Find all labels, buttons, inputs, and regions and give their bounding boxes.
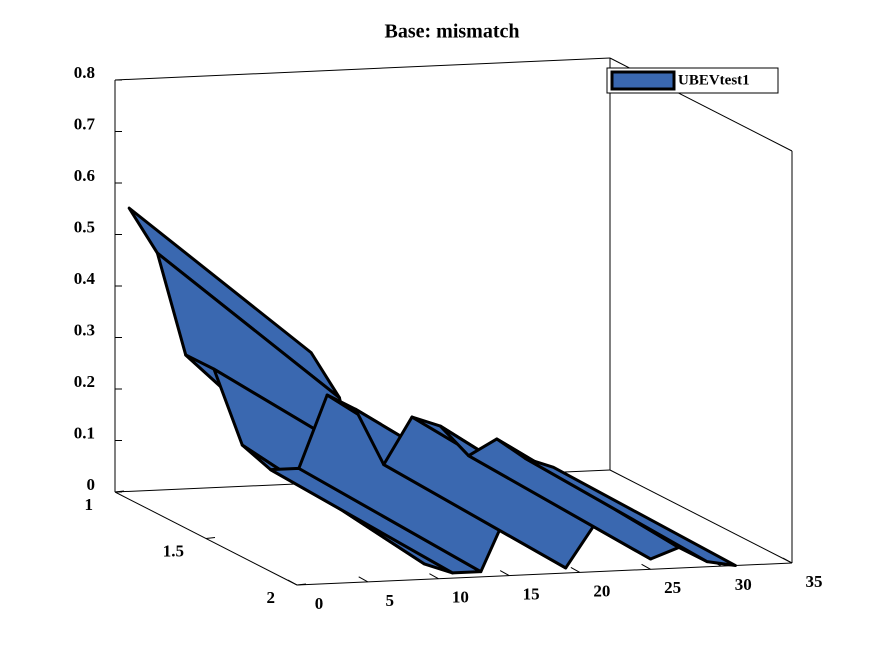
y-tick-label: 1.5: [163, 541, 184, 560]
box-edge: [114, 57, 611, 81]
box-edge: [609, 469, 793, 564]
surface-face: [523, 456, 737, 568]
x-tick: [287, 579, 298, 586]
z-tick-label: 0.6: [74, 166, 95, 185]
x-tick-label: 15: [523, 584, 540, 603]
x-tick-label: 30: [735, 575, 752, 594]
chart-title: Base: mismatch: [385, 21, 520, 43]
legend-swatch: [610, 70, 676, 91]
x-tick: [641, 563, 651, 570]
y-tick: [296, 583, 307, 586]
z-tick-label: 0: [87, 475, 96, 494]
x-tick: [358, 576, 368, 583]
z-tick-label: 0.7: [74, 114, 96, 133]
legend-label: UBEVtest1: [678, 72, 750, 88]
x-axis: [296, 562, 793, 586]
y-tick-label: 1: [85, 495, 94, 514]
z-tick-label: 0.3: [74, 320, 95, 339]
z-tick-label: 0.8: [74, 63, 95, 82]
x-tick: [570, 566, 581, 573]
x-tick-label: 35: [806, 572, 823, 591]
z-tick-label: 0.5: [74, 217, 95, 236]
x-tick-label: 25: [664, 578, 681, 597]
z-tick-label: 0.1: [74, 423, 95, 442]
x-tick: [429, 573, 439, 580]
z-tick-label: 0.4: [74, 269, 96, 288]
x-tick-label: 5: [385, 591, 394, 610]
x-tick: [499, 570, 510, 577]
y-tick: [114, 490, 125, 493]
y-tick-label: 2: [267, 588, 276, 607]
x-tick-label: 20: [593, 581, 610, 600]
x-tick: [782, 557, 793, 564]
z-tick-label: 0.2: [74, 372, 95, 391]
x-tick-label: 0: [315, 594, 324, 613]
y-tick: [205, 537, 216, 539]
x-tick-label: 10: [452, 588, 469, 607]
